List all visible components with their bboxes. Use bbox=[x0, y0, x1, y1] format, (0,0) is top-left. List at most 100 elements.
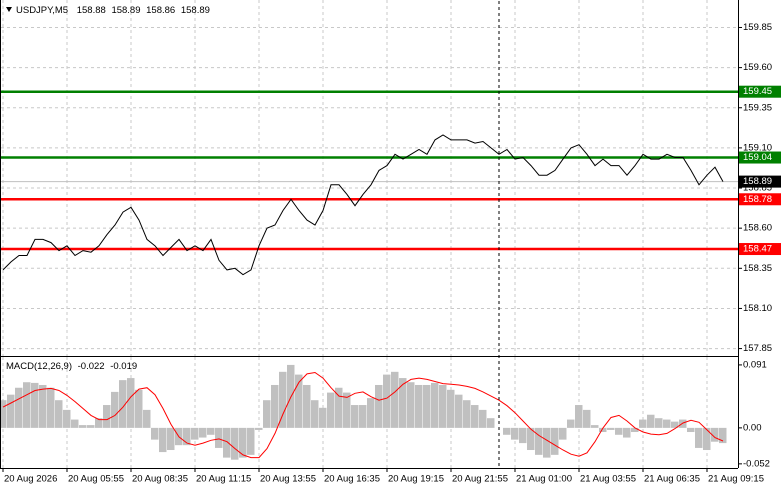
chart-header: USDJPY,M5 158.88 158.89 158.86 158.89 bbox=[16, 5, 210, 16]
x-tick-label: 20 Aug 11:15 bbox=[196, 474, 251, 485]
histogram-bar bbox=[471, 405, 479, 428]
histogram-bar bbox=[687, 427, 695, 433]
y-tick-label: 0.00 bbox=[743, 422, 762, 433]
y-tick-label: 158.10 bbox=[743, 303, 772, 314]
histogram-bar bbox=[7, 394, 15, 428]
histogram-bar bbox=[535, 427, 543, 455]
histogram-bar bbox=[391, 371, 399, 428]
y-tick-label: 0.091 bbox=[743, 359, 767, 370]
menu-icon bbox=[6, 7, 12, 12]
ohlc-value: 158.89 bbox=[111, 5, 140, 16]
histogram-bar bbox=[559, 427, 567, 440]
histogram-bar bbox=[271, 384, 279, 428]
price-line bbox=[2, 134, 724, 276]
histogram-bar bbox=[319, 407, 327, 428]
indicator-value: -0.022 bbox=[78, 361, 105, 372]
histogram-bar bbox=[103, 405, 111, 428]
histogram-bar bbox=[55, 400, 63, 428]
x-tick-label: 20 Aug 05:55 bbox=[68, 474, 124, 485]
grid bbox=[1, 0, 738, 468]
histogram-bar bbox=[567, 419, 575, 428]
histogram-bar bbox=[599, 427, 607, 433]
last-price-label: 158.89 bbox=[743, 176, 772, 187]
y-tick-label: 158.85 bbox=[743, 183, 772, 194]
histogram-bar bbox=[71, 419, 79, 428]
level-label: 159.45 bbox=[743, 86, 772, 97]
histogram-bar bbox=[583, 409, 591, 428]
histogram-bar bbox=[455, 394, 463, 428]
x-tick-label: 20 Aug 13:55 bbox=[260, 474, 316, 485]
symbol: USDJPY,M5 bbox=[16, 5, 68, 16]
ohlc-value: 158.89 bbox=[181, 5, 210, 16]
histogram-bar bbox=[607, 427, 615, 430]
histogram-bar bbox=[223, 427, 231, 458]
histogram-bar bbox=[415, 384, 423, 428]
histogram-bar bbox=[631, 427, 639, 433]
y-tick-label: -0.052 bbox=[743, 458, 770, 469]
histogram-bar bbox=[479, 409, 487, 428]
x-tick-label: 20 Aug 16:35 bbox=[324, 474, 380, 485]
histogram-bar bbox=[127, 378, 135, 428]
histogram-bar bbox=[31, 382, 39, 428]
y-tick-label: 159.35 bbox=[743, 102, 772, 113]
level-label-box bbox=[739, 85, 781, 98]
histogram-bar bbox=[279, 371, 287, 428]
histogram-bar bbox=[399, 378, 407, 428]
last-price-box bbox=[739, 175, 781, 188]
histogram-bar bbox=[359, 405, 367, 428]
histogram-bar bbox=[79, 425, 87, 428]
histogram-bar bbox=[647, 414, 655, 428]
histogram-bar bbox=[23, 382, 31, 428]
histogram-bar bbox=[343, 392, 351, 428]
histogram-bar bbox=[423, 384, 431, 428]
histogram-bar bbox=[87, 425, 95, 428]
histogram-bar bbox=[519, 427, 527, 444]
histogram-bar bbox=[439, 384, 447, 428]
level-label: 158.78 bbox=[743, 194, 772, 205]
y-tick-label: 158.60 bbox=[743, 223, 772, 234]
histogram-bar bbox=[351, 405, 359, 428]
y-tick-label: 159.85 bbox=[743, 22, 772, 33]
histogram-bar bbox=[431, 382, 439, 428]
histogram-bar bbox=[239, 427, 247, 458]
level-label-box bbox=[739, 243, 781, 256]
histogram-bar bbox=[95, 418, 103, 428]
signal-line bbox=[2, 371, 724, 459]
histogram-bar bbox=[543, 427, 551, 458]
y-tick-label: 159.10 bbox=[743, 142, 772, 153]
plots bbox=[0, 90, 738, 460]
ohlc-value: 158.88 bbox=[77, 5, 106, 16]
histogram-bar bbox=[671, 421, 679, 428]
y-tick-label: 158.35 bbox=[743, 263, 772, 274]
histogram-bar bbox=[375, 384, 383, 428]
histogram-bar bbox=[247, 427, 255, 455]
histogram-bar bbox=[575, 405, 583, 428]
histogram-bar bbox=[255, 427, 263, 430]
histogram-bar bbox=[63, 409, 71, 428]
histogram-bar bbox=[311, 400, 319, 428]
histogram-bar bbox=[135, 389, 143, 428]
histogram-bar bbox=[367, 398, 375, 428]
histogram-bar bbox=[183, 427, 191, 446]
histogram-bar bbox=[623, 427, 631, 438]
histogram-bar bbox=[215, 427, 223, 448]
histogram-bar bbox=[695, 427, 703, 448]
x-tick-label: 21 Aug 03:55 bbox=[580, 474, 636, 485]
histogram-bar bbox=[231, 427, 239, 460]
y-tick-label: 157.85 bbox=[743, 343, 772, 354]
histogram-bar bbox=[119, 380, 127, 428]
level-label-box bbox=[739, 193, 781, 206]
histogram-bar bbox=[591, 425, 599, 428]
indicator-header: MACD(12,26,9) -0.022 -0.019 bbox=[6, 361, 137, 372]
histogram-bar bbox=[463, 400, 471, 428]
histogram-bar bbox=[527, 427, 535, 451]
histogram-bar bbox=[503, 427, 511, 435]
indicator-value: -0.019 bbox=[110, 361, 137, 372]
x-tick-label: 20 Aug 08:35 bbox=[132, 474, 188, 485]
histogram-bar bbox=[47, 387, 55, 428]
histogram-bar bbox=[327, 392, 335, 428]
x-tick-label: 21 Aug 01:00 bbox=[516, 474, 572, 485]
histogram-bar bbox=[551, 427, 559, 455]
x-tick-label: 21 Aug 09:15 bbox=[708, 474, 764, 485]
